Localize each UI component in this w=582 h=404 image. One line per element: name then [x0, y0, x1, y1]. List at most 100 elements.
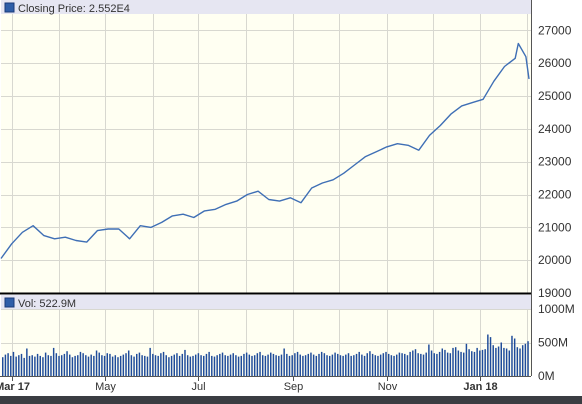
volume-bars	[2, 334, 529, 376]
volume-bar-176	[473, 351, 476, 376]
volume-bar-145	[390, 355, 393, 376]
volume-bar-7	[20, 353, 23, 376]
volume-bar-134	[361, 354, 363, 376]
volume-legend-label: Vol: 522.9M	[18, 298, 76, 310]
volume-bar-92	[248, 354, 251, 376]
volume-bar-0	[2, 357, 4, 376]
volume-bar-91	[245, 352, 248, 376]
volume-bar-56	[152, 353, 154, 376]
volume-bar-87	[235, 355, 237, 376]
volume-bar-189	[508, 350, 511, 376]
price-y-tick-19000: 19000	[538, 286, 572, 300]
volume-bar-29	[79, 351, 82, 376]
volume-bar-181	[487, 334, 489, 376]
volume-bar-101	[272, 353, 275, 376]
volume-bar-24	[66, 351, 68, 376]
volume-bar-138	[371, 353, 374, 376]
volume-bar-133	[358, 351, 360, 376]
volume-bar-26	[71, 357, 74, 376]
volume-bar-166	[446, 352, 449, 376]
volume-bar-107	[288, 355, 291, 376]
volume-bar-93	[251, 355, 253, 376]
volume-bar-194	[521, 345, 524, 376]
closing-price-line	[0, 42, 530, 259]
volume-bar-111	[299, 354, 301, 376]
volume-bar-54	[146, 356, 149, 376]
volume-bar-153	[412, 350, 414, 376]
volume-bar-20	[55, 353, 58, 376]
volume-bar-89	[240, 355, 243, 376]
volume-bar-123	[331, 354, 334, 376]
volume-bar-39	[106, 353, 108, 376]
price-y-tick-27000: 27000	[538, 23, 572, 37]
volume-bar-120	[323, 353, 326, 376]
volume-bar-86	[232, 353, 234, 376]
volume-bar-131	[353, 355, 355, 376]
volume-bar-59	[160, 353, 162, 376]
volume-bar-100	[270, 352, 272, 376]
volume-bar-90	[243, 353, 245, 376]
volume-bar-83	[224, 355, 226, 376]
volume-bar-49	[133, 356, 135, 376]
volume-bar-159	[428, 344, 430, 376]
volume-bar-178	[479, 350, 481, 376]
volume-bar-98	[264, 355, 267, 376]
volume-bar-110	[296, 351, 299, 376]
volume-bar-169	[454, 347, 457, 376]
x-tick-label-2: Jul	[191, 381, 205, 393]
volume-bar-130	[350, 355, 352, 376]
volume-bar-25	[69, 354, 71, 376]
volume-bar-71	[192, 355, 194, 376]
volume-bar-6	[18, 355, 20, 376]
volume-bar-127	[342, 355, 344, 376]
volume-legend-swatch	[4, 297, 15, 308]
volume-bar-15	[42, 357, 44, 376]
volume-bar-52	[141, 355, 143, 376]
volume-bar-190	[511, 335, 513, 376]
volume-bar-162	[436, 353, 438, 376]
volume-bar-19	[52, 347, 55, 376]
volume-bar-122	[328, 355, 331, 376]
volume-bar-3	[10, 355, 12, 376]
volume-bar-68	[184, 349, 186, 376]
volume-bar-173	[465, 343, 468, 376]
volume-bar-13	[36, 353, 39, 376]
volume-bar-53	[144, 355, 146, 376]
volume-bar-65	[176, 353, 178, 376]
volume-bar-45	[122, 354, 125, 376]
volume-bar-60	[162, 351, 165, 376]
volume-bar-44	[119, 355, 122, 376]
x-tick-label-5: Jan 18	[463, 381, 497, 393]
price-legend-box	[1, 0, 531, 14]
volume-bar-193	[519, 348, 521, 376]
volume-bar-96	[259, 351, 261, 376]
volume-bar-73	[197, 353, 200, 376]
price-y-tick-24000: 24000	[538, 122, 572, 136]
volume-bar-75	[203, 355, 205, 376]
volume-bar-142	[382, 353, 385, 376]
volume-bar-36	[98, 352, 100, 376]
volume-bar-143	[385, 351, 387, 376]
volume-bar-62	[168, 357, 170, 376]
price-y-tick-22000: 22000	[538, 188, 572, 202]
volume-bar-119	[320, 351, 323, 376]
volume-bar-80	[216, 355, 218, 376]
volume-bar-170	[457, 350, 460, 376]
volume-bar-152	[409, 351, 411, 376]
volume-bar-81	[219, 353, 221, 376]
volume-bar-126	[339, 355, 342, 376]
volume-bar-42	[114, 355, 117, 376]
volume-bar-132	[355, 353, 358, 376]
volume-bar-156	[420, 353, 422, 376]
volume-bar-154	[414, 349, 417, 376]
volume-bar-64	[173, 354, 175, 376]
volume-bar-1	[4, 354, 7, 376]
volume-bar-146	[393, 355, 395, 376]
volume-bar-74	[200, 355, 202, 376]
volume-bar-114	[307, 353, 310, 376]
volume-bar-148	[398, 352, 401, 376]
volume-bar-109	[294, 353, 296, 376]
volume-bar-172	[462, 352, 465, 376]
volume-bar-28	[77, 355, 79, 376]
volume-bar-21	[58, 355, 60, 376]
